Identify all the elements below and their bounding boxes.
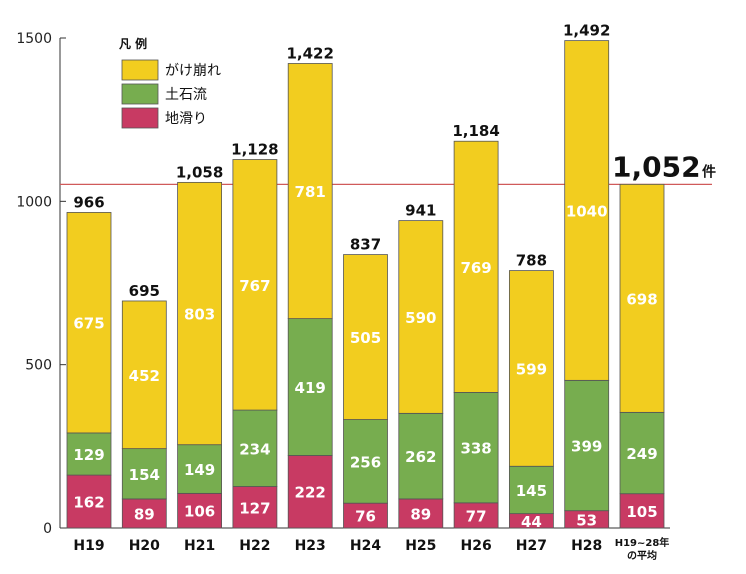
legend-swatch [121, 59, 159, 81]
x-tick-label: H22 [239, 538, 270, 554]
legend-label: がけ崩れ [165, 63, 221, 79]
bar-segment [564, 379, 610, 512]
bar-total-label: 966 [73, 193, 104, 211]
bar-segment [398, 412, 444, 500]
bar-segment [232, 486, 278, 529]
bar-segment [287, 63, 333, 320]
segment-value-label: 127 [239, 499, 270, 517]
legend-title: 凡 例 [119, 36, 147, 51]
x-tick-label: H20 [129, 538, 160, 554]
segment-value-label: 452 [129, 367, 160, 385]
segment-value-label: 419 [295, 379, 326, 397]
bar-total-label: 1,184 [452, 122, 499, 140]
segment-value-label: 262 [405, 448, 436, 466]
segment-value-label: 338 [460, 440, 491, 458]
segment-value-label: 505 [350, 329, 381, 347]
x-tick-label: H19 [73, 538, 104, 554]
segment-value-label: 129 [73, 446, 104, 464]
bar-segment [398, 498, 444, 529]
x-tick-label: H26 [460, 538, 491, 554]
bar-segment [177, 492, 223, 529]
segment-value-label: 53 [576, 511, 597, 529]
bar-total-label: 837 [350, 236, 381, 254]
bar-segment [343, 254, 388, 420]
bar-segment [177, 444, 223, 494]
segment-value-label: 105 [626, 503, 657, 521]
bar-segment [453, 392, 499, 504]
bar-segment [508, 270, 554, 467]
segment-value-label: 698 [626, 290, 657, 308]
average-total-unit: 件 [702, 163, 716, 180]
x-tick-label-line: の平均 [627, 549, 657, 562]
y-tick-label: 0 [43, 521, 52, 537]
bar-segment [564, 40, 610, 381]
x-tick-label-line: H19~28年 [615, 536, 670, 549]
segment-value-label: 803 [184, 306, 215, 324]
bar-segment [232, 159, 278, 411]
bar-segment [232, 409, 278, 487]
x-tick-label: H23 [295, 538, 326, 554]
segment-value-label: 145 [516, 482, 547, 500]
segment-value-label: 89 [134, 505, 155, 523]
segment-value-label: 222 [295, 484, 326, 502]
bars-layer [66, 40, 665, 529]
bar-segment [343, 502, 388, 529]
bar-segment [66, 474, 112, 529]
segment-value-label: 106 [184, 503, 215, 521]
bar-total-label: 695 [129, 282, 160, 300]
bar-segment [453, 502, 499, 529]
segment-value-label: 1040 [566, 202, 608, 220]
segment-value-label: 769 [460, 259, 491, 277]
segment-value-label: 149 [184, 461, 215, 479]
bar-segment [177, 181, 223, 446]
legend-label: 土石流 [165, 87, 207, 103]
x-tick-label: H24 [350, 538, 381, 554]
segment-value-label: 256 [350, 453, 381, 471]
bar-total-label: 1,058 [176, 163, 223, 181]
bar-segment [343, 419, 388, 504]
x-tick-label: H21 [184, 538, 215, 554]
x-tick-label: H28 [571, 538, 602, 554]
bar-segment [121, 498, 167, 529]
x-tick-label: H27 [516, 538, 547, 554]
segment-value-label: 162 [73, 494, 104, 512]
bar-segment [66, 212, 112, 434]
segment-value-label: 44 [521, 513, 542, 531]
bar-segment [121, 300, 167, 450]
bar-segment [287, 318, 333, 456]
y-tick-label: 500 [25, 358, 52, 374]
bar-total-label: 1,128 [231, 141, 278, 159]
segment-value-label: 154 [129, 466, 160, 484]
y-tick-label: 1500 [16, 31, 52, 47]
bar-segment [453, 140, 499, 393]
segment-value-label: 77 [466, 507, 487, 525]
segment-value-label: 599 [516, 360, 547, 378]
segment-value-label: 675 [73, 315, 104, 333]
segment-value-label: 767 [239, 277, 270, 295]
labels-layer: 162 129 675 966 H19 89 154 452 695 H20 106 149 803 1,… [73, 22, 716, 562]
segment-value-label: 76 [355, 508, 376, 526]
bar-segment [66, 432, 112, 476]
bar-total-label: 788 [516, 252, 547, 270]
bar-total-label: 1,492 [563, 22, 610, 40]
segment-value-label: 234 [239, 440, 270, 458]
segment-value-label: 249 [626, 445, 657, 463]
segment-value-label: 399 [571, 438, 602, 456]
average-total-label: 1,052 [612, 150, 701, 183]
bar-total-label: 1,422 [286, 44, 333, 62]
legend-swatch [121, 107, 159, 129]
bar-total-label: 941 [405, 202, 436, 220]
x-tick-label: H25 [405, 538, 436, 554]
bar-segment [398, 220, 444, 414]
legend-label: 地滑り [165, 110, 207, 127]
segment-value-label: 781 [295, 183, 326, 201]
y-tick-label: 1000 [16, 194, 52, 210]
bar-segment [619, 183, 665, 413]
segment-value-label: 89 [410, 505, 431, 523]
segment-value-label: 590 [405, 309, 436, 327]
legend-swatch [121, 83, 159, 105]
